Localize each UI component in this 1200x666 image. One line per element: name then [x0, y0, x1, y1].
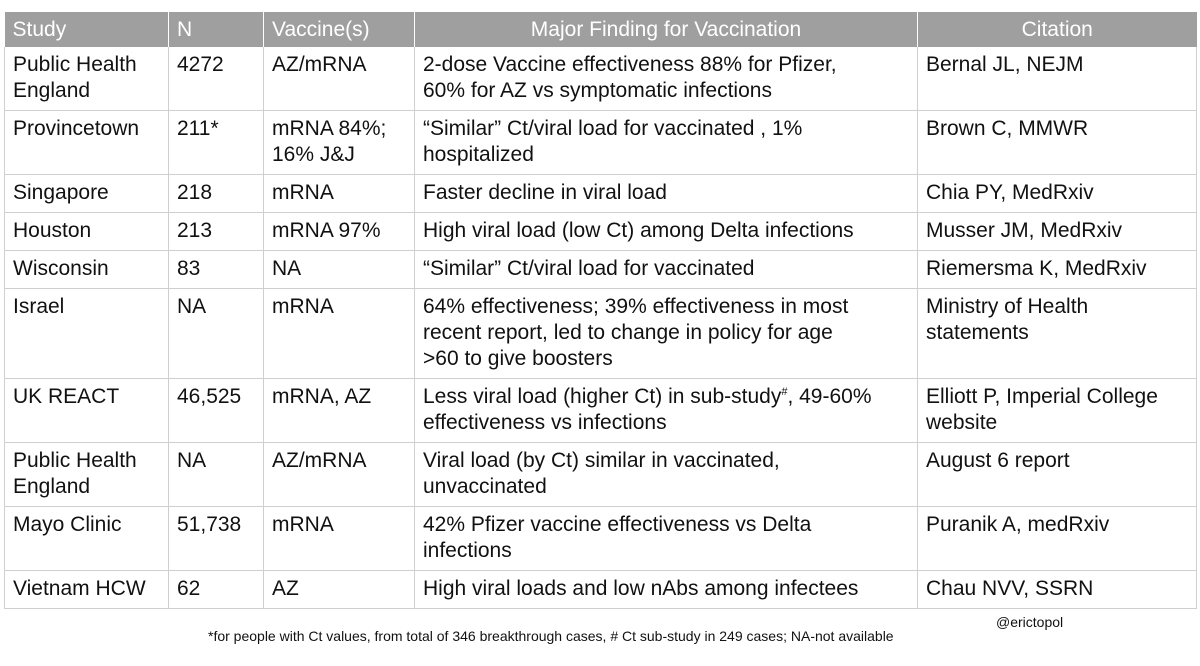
header-study: Study: [4, 12, 169, 47]
cell-n: 51,738: [168, 506, 264, 571]
table-row: Mayo Clinic 51,738 mRNA 42% Pfizer vacci…: [4, 506, 1197, 571]
cell-finding: High viral loads and low nAbs among infe…: [414, 570, 918, 609]
table-row: Israel NA mRNA 64% effectiveness; 39% ef…: [4, 288, 1197, 379]
table-row: Vietnam HCW 62 AZ High viral loads and l…: [4, 570, 1197, 609]
cell-study: Vietnam HCW: [4, 570, 169, 609]
cell-vaccine: mRNA: [263, 174, 415, 213]
cell-n: NA: [168, 442, 264, 507]
cell-n: NA: [168, 288, 264, 379]
cell-finding: 2-dose Vaccine effectiveness 88% for Pfi…: [414, 47, 918, 111]
cell-finding: Less viral load (higher Ct) in sub-study…: [414, 378, 918, 443]
cell-vaccine: mRNA 97%: [263, 212, 415, 251]
cell-finding: Faster decline in viral load: [414, 174, 918, 213]
cell-citation: August 6 report: [917, 442, 1197, 507]
cell-study: Provincetown: [4, 110, 169, 175]
table-row: Singapore 218 mRNA Faster decline in vir…: [4, 174, 1197, 213]
table-row: Wisconsin 83 NA “Similar” Ct/viral load …: [4, 250, 1197, 289]
cell-citation: Brown C, MMWR: [917, 110, 1197, 175]
cell-vaccine: mRNA, AZ: [263, 378, 415, 443]
table-row: Provincetown 211* mRNA 84%; 16% J&J “Sim…: [4, 110, 1197, 175]
cell-citation: Riemersma K, MedRxiv: [917, 250, 1197, 289]
footnote: *for people with Ct values, from total o…: [208, 628, 894, 644]
cell-citation: Bernal JL, NEJM: [917, 47, 1197, 111]
header-finding: Major Finding for Vaccination: [414, 12, 918, 47]
cell-citation: Puranik A, medRxiv: [917, 506, 1197, 571]
header-vaccine: Vaccine(s): [263, 12, 415, 47]
cell-citation: Ministry of Health statements: [917, 288, 1197, 379]
footnote-marker: #: [781, 386, 788, 398]
cell-finding: 64% effectiveness; 39% effectiveness in …: [414, 288, 918, 379]
cell-vaccine: mRNA: [263, 288, 415, 379]
cell-n: 4272: [168, 47, 264, 111]
table-row: Houston 213 mRNA 97% High viral load (lo…: [4, 212, 1197, 251]
cell-study: Wisconsin: [4, 250, 169, 289]
header-row: Study N Vaccine(s) Major Finding for Vac…: [4, 12, 1197, 47]
cell-finding: Viral load (by Ct) similar in vaccinated…: [414, 442, 918, 507]
finding-text: Less viral load (higher Ct) in sub-study: [423, 385, 782, 408]
studies-table: Study N Vaccine(s) Major Finding for Vac…: [4, 12, 1197, 609]
cell-study: Houston: [4, 212, 169, 251]
cell-study: Public Health England: [4, 47, 169, 111]
cell-n: 83: [168, 250, 264, 289]
cell-finding: High viral load (low Ct) among Delta inf…: [414, 212, 918, 251]
header-citation: Citation: [917, 12, 1197, 47]
cell-study: Singapore: [4, 174, 169, 213]
cell-citation: Chau NVV, SSRN: [917, 570, 1197, 609]
finding-text: , 49-60% effectiveness vs infections: [423, 385, 872, 434]
cell-study: Israel: [4, 288, 169, 379]
cell-vaccine: AZ: [263, 570, 415, 609]
cell-finding: “Similar” Ct/viral load for vaccinated ,…: [414, 110, 918, 175]
cell-citation: Musser JM, MedRxiv: [917, 212, 1197, 251]
cell-study: Mayo Clinic: [4, 506, 169, 571]
cell-finding: 42% Pfizer vaccine effectiveness vs Delt…: [414, 506, 918, 571]
cell-n: 213: [168, 212, 264, 251]
header-n: N: [168, 12, 264, 47]
cell-vaccine: AZ/mRNA: [263, 47, 415, 111]
table-row: UK REACT 46,525 mRNA, AZ Less viral load…: [4, 378, 1197, 443]
cell-study: UK REACT: [4, 378, 169, 443]
cell-vaccine: mRNA 84%; 16% J&J: [263, 110, 415, 175]
table-row: Public Health England NA AZ/mRNA Viral l…: [4, 442, 1197, 507]
cell-vaccine: NA: [263, 250, 415, 289]
cell-n: 46,525: [168, 378, 264, 443]
table-row: Public Health England 4272 AZ/mRNA 2-dos…: [4, 47, 1197, 111]
cell-n: 218: [168, 174, 264, 213]
cell-citation: Elliott P, Imperial College website: [917, 378, 1197, 443]
author-handle: @erictopol: [996, 614, 1064, 630]
cell-n: 62: [168, 570, 264, 609]
cell-n: 211*: [168, 110, 264, 175]
cell-citation: Chia PY, MedRxiv: [917, 174, 1197, 213]
cell-study: Public Health England: [4, 442, 169, 507]
cell-vaccine: mRNA: [263, 506, 415, 571]
cell-vaccine: AZ/mRNA: [263, 442, 415, 507]
cell-finding: “Similar” Ct/viral load for vaccinated: [414, 250, 918, 289]
